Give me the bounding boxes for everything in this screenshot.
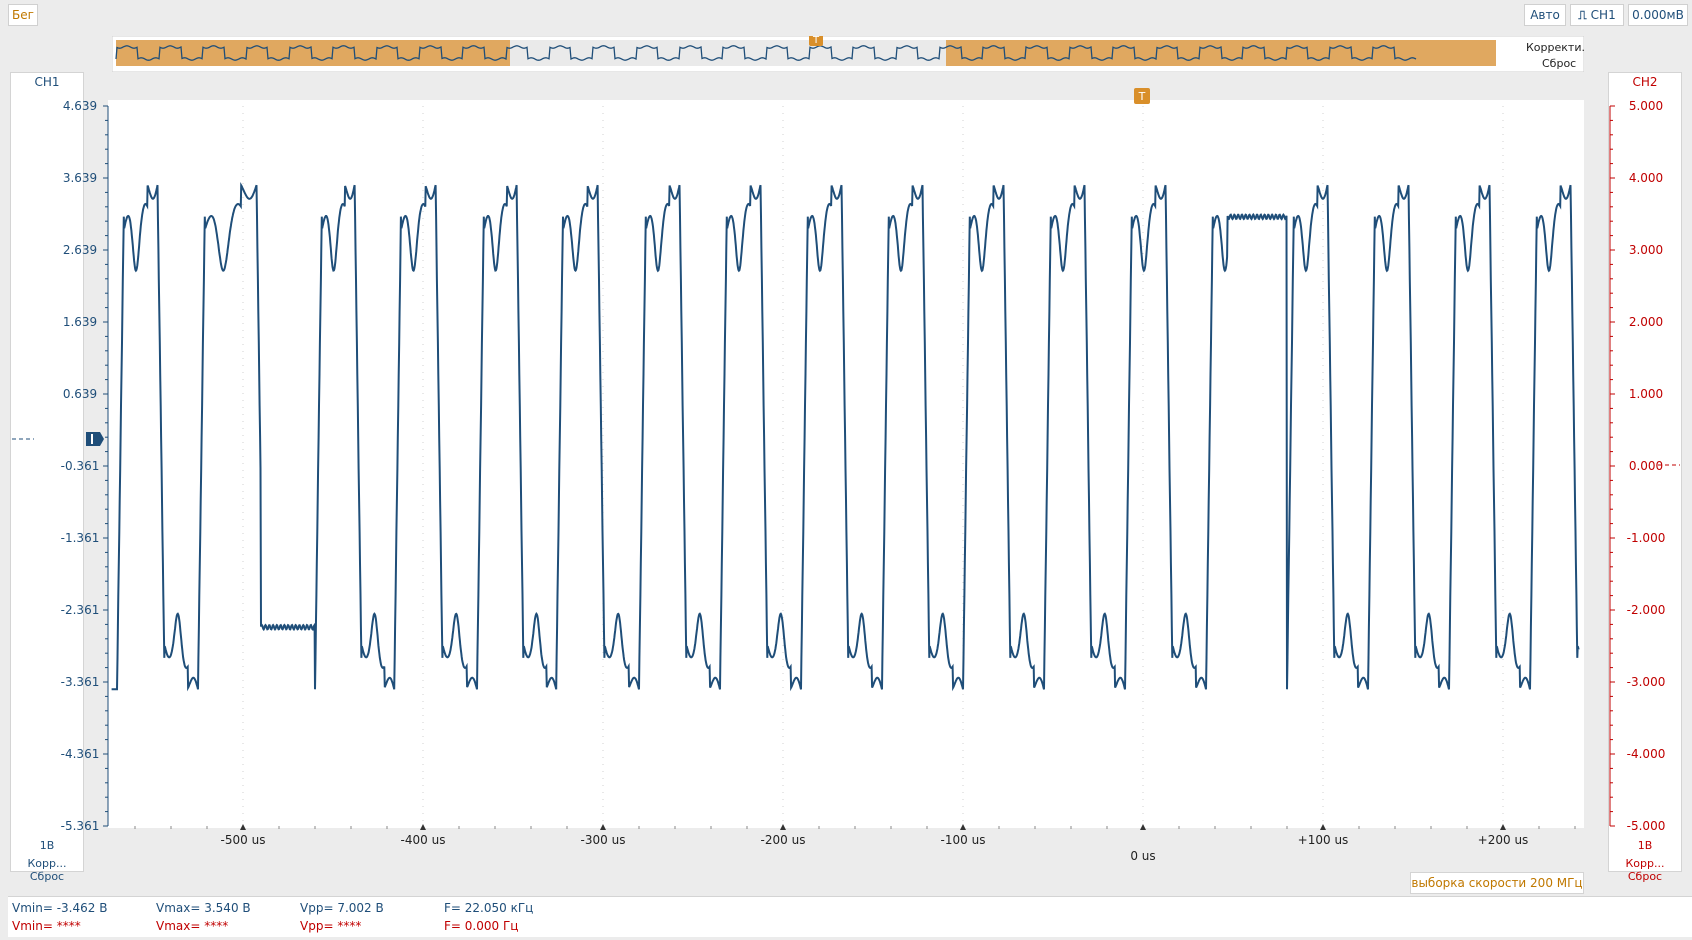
ch1-frequency: F= 22.050 кГц: [444, 901, 534, 915]
ch2-scale[interactable]: 1В: [1637, 839, 1653, 852]
time-tick-arrow: [1140, 824, 1146, 830]
ch1-axis: 4.639 3.639 2.639 1.639 0.639 -0.361 -1.361 -2.…: [61, 99, 109, 833]
time-tick-arrow: [1320, 824, 1326, 830]
time-tick-label: -400 us: [401, 833, 446, 847]
ch1-tick-label: -1.361: [61, 531, 100, 545]
time-tick-arrow: [1500, 824, 1506, 830]
time-tick-label: +100 us: [1298, 833, 1349, 847]
ch2-axis: 5.000 4.000 3.000 2.000 1.000 0.000 -1.000 -2.0…: [1609, 99, 1666, 833]
ch2-vmax: Vmax= ****: [156, 919, 229, 933]
ch2-tick-label: -5.000: [1627, 819, 1666, 833]
overview-trigger-marker[interactable]: T: [809, 32, 823, 46]
ch2-tick-label: 5.000: [1629, 99, 1663, 113]
overview-svg: T Корректи... Сброс: [111, 32, 1592, 73]
ch2-vmin: Vmin= ****: [12, 919, 81, 933]
trigger-time-marker[interactable]: T: [1134, 88, 1150, 104]
ch2-frequency: F= 0.000 Гц: [444, 919, 519, 933]
ch1-tick-label: -0.361: [61, 459, 100, 473]
auto-button[interactable]: Авто: [1524, 4, 1566, 26]
time-axis: -500 us -400 us -300 us -200 us -100 us 0 us +…: [134, 824, 1576, 863]
waveform-overview[interactable]: T Корректи... Сброс: [111, 32, 1592, 73]
ch2-tick-label: -1.000: [1627, 531, 1666, 545]
ch2-vpp: Vpp= ****: [300, 919, 362, 933]
ch1-correct-label[interactable]: Корр...: [27, 857, 67, 870]
ch1-trace: [111, 182, 1580, 692]
time-tick-label: 0 us: [1130, 849, 1155, 863]
time-tick-arrow: [960, 824, 966, 830]
ch2-tick-label: 4.000: [1629, 171, 1663, 185]
ch2-tick-label: -3.000: [1627, 675, 1666, 689]
overview-reset-label[interactable]: Сброс: [1542, 57, 1576, 70]
ch2-correct-label[interactable]: Корр...: [1625, 857, 1665, 870]
time-tick-label: +200 us: [1478, 833, 1529, 847]
ch1-tick-label: -2.361: [61, 603, 100, 617]
svg-text:T: T: [1138, 90, 1146, 103]
ch1-tick-label: -5.361: [61, 819, 100, 833]
trigger-channel-button[interactable]: ⎍ CH1: [1570, 4, 1624, 26]
ch2-reset-label[interactable]: Сброс: [1627, 870, 1663, 883]
ch1-correct-reset[interactable]: Корр... Сброс: [11, 857, 83, 883]
sample-rate-badge: выборка скорости 200 МГц: [1410, 872, 1584, 894]
ch1-tick-label: 0.639: [63, 387, 97, 401]
ch1-panel: CH1 1В Корр... Сброс: [10, 72, 84, 883]
ch1-scale[interactable]: 1В: [39, 839, 55, 852]
rising-edge-icon: ⎍: [1578, 7, 1587, 22]
overview-window[interactable]: [510, 40, 946, 66]
overview-correct-label[interactable]: Корректи...: [1526, 41, 1592, 54]
measurements-panel: Vmin= -3.462 В Vmax= 3.540 В Vpp= 7.002 …: [8, 896, 1692, 937]
trigger-channel-label: CH1: [1590, 8, 1616, 22]
run-button[interactable]: Бег: [8, 4, 38, 26]
ch1-vpp: Vpp= 7.002 В: [300, 901, 384, 915]
ch1-vmin: Vmin= -3.462 В: [12, 901, 108, 915]
ch1-tick-label: 2.639: [63, 243, 97, 257]
overview-trace: [115, 45, 1417, 61]
ch2-tick-label: 1.000: [1629, 387, 1663, 401]
oscilloscope-plot[interactable]: 4.639 3.639 2.639 1.639 0.639 -0.361 -1.361 -2.…: [0, 0, 1692, 896]
svg-text:T: T: [812, 36, 820, 46]
ch1-name[interactable]: CH1: [34, 75, 60, 89]
ch1-tick-label: -4.361: [61, 747, 100, 761]
time-tick-label: -500 us: [221, 833, 266, 847]
time-tick-arrow: [600, 824, 606, 830]
ch2-name[interactable]: CH2: [1632, 75, 1658, 89]
ch1-tick-label: 1.639: [63, 315, 97, 329]
ch2-tick-label: 3.000: [1629, 243, 1663, 257]
ch1-reset-label[interactable]: Сброс: [29, 870, 65, 883]
ch2-correct-reset[interactable]: Корр... Сброс: [1609, 857, 1681, 883]
ch2-tick-label: 0.000: [1629, 459, 1663, 473]
time-tick-label: -100 us: [941, 833, 986, 847]
time-tick-arrow: [240, 824, 246, 830]
trigger-level-button[interactable]: 0.000мВ: [1628, 4, 1688, 26]
ch2-panel: CH2 1В Корр... Сброс: [1608, 72, 1682, 883]
ch2-tick-label: -4.000: [1627, 747, 1666, 761]
ch1-tick-label: 4.639: [63, 99, 97, 113]
ch1-vmax: Vmax= 3.540 В: [156, 901, 251, 915]
ch1-tick-label: -3.361: [61, 675, 100, 689]
ch1-offset-marker[interactable]: [86, 432, 104, 446]
time-tick-label: -300 us: [581, 833, 626, 847]
ch2-tick-label: 2.000: [1629, 315, 1663, 329]
ch1-tick-label: 3.639: [63, 171, 97, 185]
time-tick-arrow: [780, 824, 786, 830]
ch2-tick-label: -2.000: [1627, 603, 1666, 617]
time-tick-label: -200 us: [761, 833, 806, 847]
time-tick-arrow: [420, 824, 426, 830]
